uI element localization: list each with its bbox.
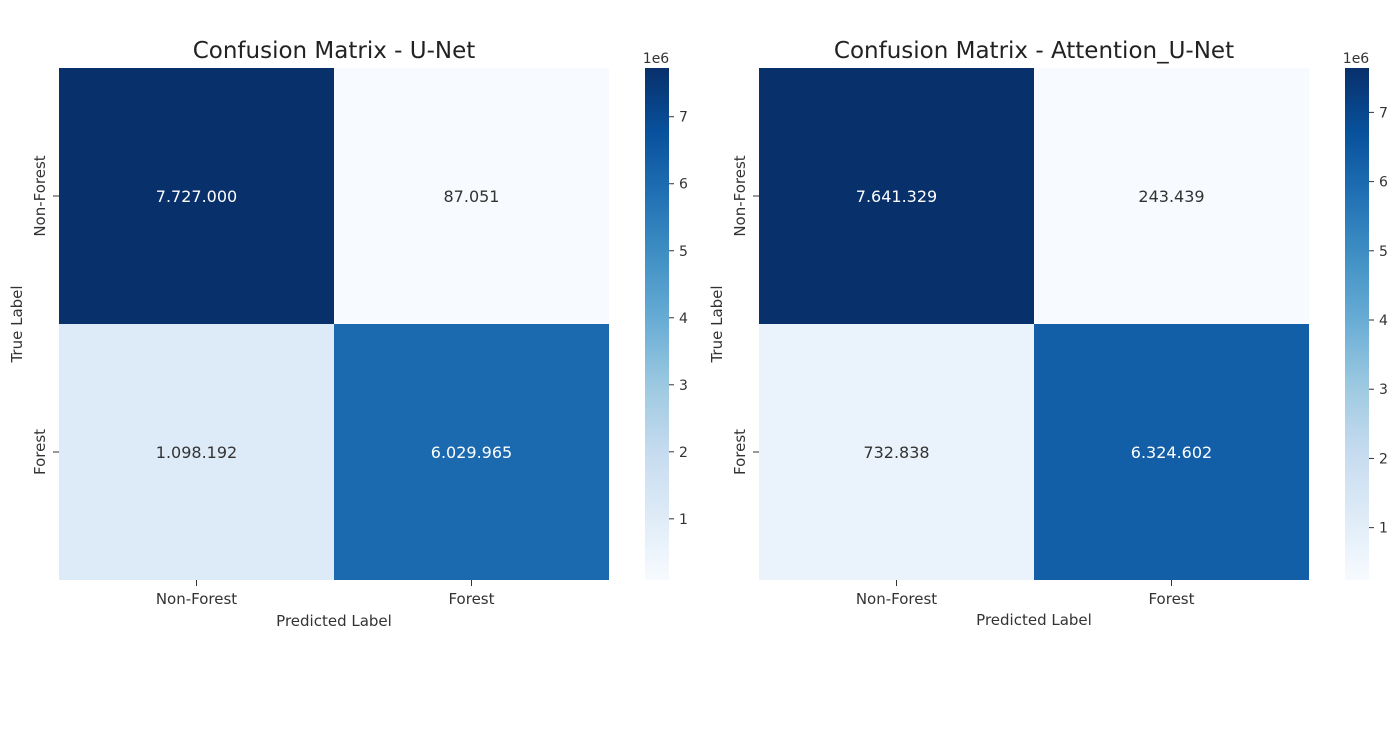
heatmap-cell [759,324,1034,580]
cell-value-label: 7.641.329 [856,187,937,206]
colorbar: 1 2 3 4 5 6 7 [645,68,688,580]
heatmap-cell [334,324,609,580]
colorbar-tick-label: 4 [1379,313,1388,329]
unet-confusion-matrix: Confusion Matrix - U-Net 7.727.000 87.051… [8,38,688,630]
colorbar-tick-label: 3 [679,378,688,394]
y-axis-label: True Label [708,285,726,363]
colorbar: 1 2 3 4 5 6 7 [1345,68,1388,580]
cell-value-label: 243.439 [1138,187,1204,206]
heatmap-cell [759,68,1034,324]
colorbar-tick-label: 3 [1379,382,1388,398]
colorbar-tick-label: 1 [679,512,688,528]
cell-value-label: 7.727.000 [156,187,237,206]
colorbar-tick-label: 2 [1379,451,1388,467]
colorbar-tick-label: 1 [1379,521,1388,537]
colorbar-tick-label: 4 [679,311,688,327]
colorbar-tick-label: 6 [1379,175,1388,191]
colorbar-tick-label: 6 [679,177,688,193]
cell-value-label: 6.324.602 [1131,443,1212,462]
heatmap-cells: 7.727.000 87.051 1.098.192 6.029.965 Non-For… [31,68,609,608]
colorbar-gradient [1345,68,1369,580]
y-axis-label: True Label [8,285,26,363]
heatmap-cell [1034,68,1309,324]
heatmap-cell [59,324,334,580]
x-tick-label: Forest [1148,590,1194,608]
colorbar-gradient [645,68,669,580]
colorbar-tick-label: 5 [1379,244,1388,260]
colorbar-tick-label: 2 [679,445,688,461]
cell-value-label: 1.098.192 [156,443,237,462]
heatmap-cell [334,68,609,324]
x-tick-label: Non-Forest [856,590,937,608]
chart-title: Confusion Matrix - U-Net [193,38,476,64]
chart-title: Confusion Matrix - Attention_U-Net [834,38,1234,64]
y-tick-label: Forest [731,429,749,475]
colorbar-tick-label: 5 [679,244,688,260]
attention-unet-confusion-matrix: Confusion Matrix - Attention_U-Net 7.641… [708,38,1388,629]
colorbar-multiplier: 1e6 [1343,51,1370,67]
colorbar-multiplier: 1e6 [643,51,670,67]
cell-value-label: 732.838 [863,443,929,462]
heatmap-cells: 7.641.329 243.439 732.838 6.324.602 Non-Fore… [731,68,1309,608]
x-tick-label: Non-Forest [156,590,237,608]
x-axis-label: Predicted Label [976,611,1092,629]
cell-value-label: 87.051 [444,187,500,206]
heatmap-cell [59,68,334,324]
y-tick-label: Non-Forest [731,155,749,236]
y-tick-label: Forest [31,429,49,475]
y-tick-label: Non-Forest [31,155,49,236]
x-tick-label: Forest [448,590,494,608]
colorbar-tick-label: 7 [679,110,688,126]
colorbar-tick-label: 7 [1379,105,1388,121]
x-axis-label: Predicted Label [276,612,392,630]
cell-value-label: 6.029.965 [431,443,512,462]
heatmap-cell [1034,324,1309,580]
